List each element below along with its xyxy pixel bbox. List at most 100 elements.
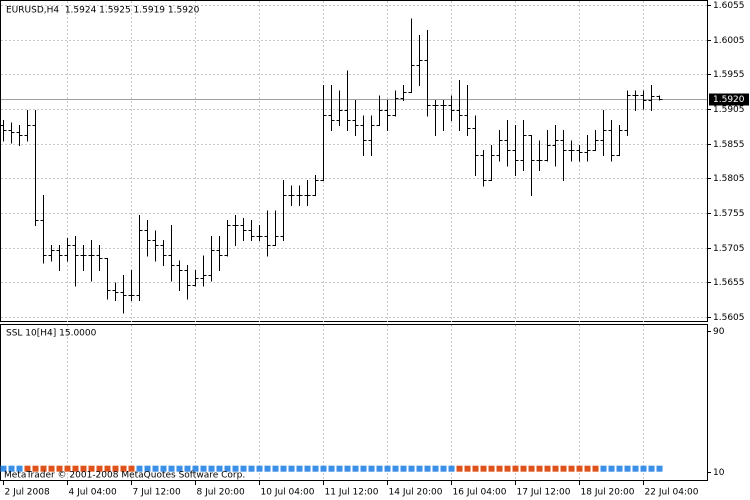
y-tick-label: 1.5755: [713, 209, 745, 219]
ohlc-bar: [304, 179, 311, 206]
ohlc-bar: [448, 95, 455, 122]
ohlc-bar: [184, 265, 191, 300]
ohlc-bar: [136, 215, 143, 301]
indicator-dot: [608, 465, 615, 472]
ohlc-bar: [32, 109, 39, 226]
ohlc-bar: [152, 230, 159, 262]
indicator-dot: [304, 465, 311, 472]
indicator-dot: [224, 465, 231, 472]
ohlc-bar: [248, 220, 255, 242]
indicator-dot: [424, 465, 431, 472]
x-tick-label: 11 Jul 12:00: [325, 488, 379, 498]
indicator-dot: [328, 465, 335, 472]
ohlc-bar: [336, 90, 343, 127]
ohlc-bar: [264, 210, 271, 257]
last-price-box: [709, 93, 749, 106]
indicator-dot: [440, 465, 447, 472]
indicator-dot: [592, 465, 599, 472]
ohlc-bar: [464, 84, 471, 136]
indicator-dot: [152, 465, 159, 472]
indicator-dot: [144, 465, 151, 472]
ohlc-bar: [624, 90, 631, 136]
ohlc-bar: [296, 185, 303, 206]
indicator-dot: [128, 465, 135, 472]
indicator-dot: [80, 465, 87, 472]
indicator-dot: [368, 465, 375, 472]
indicator-dot: [160, 465, 167, 472]
ohlc-bar: [352, 100, 359, 136]
ohlc-bar: [496, 129, 503, 162]
indicator-dot: [112, 465, 119, 472]
indicator-dot: [384, 465, 391, 472]
ohlc-bar: [376, 95, 383, 127]
indicator-dot: [240, 465, 247, 472]
indicator-dot: [488, 465, 495, 472]
x-tick-label: 16 Jul 04:00: [453, 488, 507, 498]
indicator-dot: [120, 465, 127, 472]
ohlc-bar: [272, 210, 279, 247]
indicator-dot: [136, 465, 143, 472]
ohlc-bar: [112, 282, 119, 301]
ohlc-bar: [8, 122, 15, 144]
ohlc-bar: [200, 255, 207, 287]
indicator-dot: [376, 465, 383, 472]
ohlc-bar: [552, 125, 559, 167]
main-panel-border: [0, 0, 708, 322]
indicator-dot: [432, 465, 439, 472]
ohlc-bar: [328, 84, 335, 131]
ohlc-bar: [320, 84, 327, 181]
ohlc-bar: [392, 90, 399, 117]
ohlc-bar: [504, 120, 511, 167]
indicator-dot: [408, 465, 415, 472]
y-tick-label: 1.5705: [713, 244, 745, 254]
y-tick-label: 1.6005: [713, 36, 745, 46]
ohlc-bar: [64, 238, 71, 262]
ohlc-bar: [568, 140, 575, 162]
ohlc-bar: [360, 115, 367, 156]
x-tick-label: 4 Jul 04:00: [69, 488, 118, 498]
indicator-dot: [64, 465, 71, 472]
ohlc-bar: [600, 109, 607, 156]
x-tick-label: 8 Jul 20:00: [197, 488, 246, 498]
ohlc-bar: [472, 115, 479, 177]
indicator-dot: [336, 465, 343, 472]
indicator-dot: [32, 465, 39, 472]
indicator-dot: [0, 465, 7, 472]
y-tick-label: 1.5955: [713, 70, 745, 80]
ohlc-bar: [192, 270, 199, 287]
ohlc-bar: [208, 236, 215, 282]
ohlc-bar: [216, 236, 223, 272]
indicator-dot: [272, 465, 279, 472]
indicator-dot: [616, 465, 623, 472]
indicator-dot: [416, 465, 423, 472]
y-tick-label: 10: [713, 468, 725, 478]
indicator-dot: [104, 465, 111, 472]
indicator-dot: [400, 465, 407, 472]
ohlc-bar: [584, 134, 591, 162]
indicator-dot: [648, 465, 655, 472]
indicator-dot: [208, 465, 215, 472]
ohlc-bar: [168, 224, 175, 282]
ohlc-bar: [616, 125, 623, 156]
ohlc-bar: [648, 84, 655, 111]
indicator-dot: [176, 465, 183, 472]
indicator-dot: [600, 465, 607, 472]
indicator-dot: [288, 465, 295, 472]
ohlc-bar: [144, 220, 151, 257]
indicator-dot: [312, 465, 319, 472]
ohlc-bar: [520, 120, 527, 172]
indicator-panel-border: [0, 324, 708, 481]
ohlc-bar: [88, 240, 95, 282]
ohlc-bar: [280, 179, 287, 242]
indicator-dot: [192, 465, 199, 472]
ohlc-bar: [40, 195, 47, 264]
indicator-dot: [536, 465, 543, 472]
indicator-title: SSL 10[H4] 15.0000: [6, 329, 97, 339]
indicator-dot: [264, 465, 271, 472]
indicator-dot: [216, 465, 223, 472]
ohlc-bar: [656, 95, 663, 101]
ohlc-bar: [128, 270, 135, 301]
